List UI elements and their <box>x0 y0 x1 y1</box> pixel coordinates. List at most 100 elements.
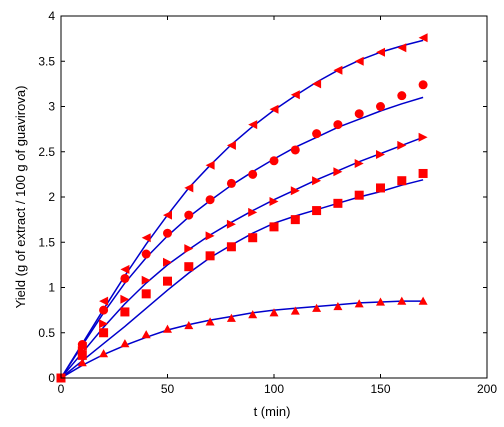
data-point-series-5 <box>184 321 194 330</box>
data-point-series-1 <box>205 160 215 170</box>
data-point-series-2 <box>397 91 407 101</box>
data-point-series-1 <box>99 296 109 306</box>
x-tick-label: 200 <box>477 382 497 396</box>
data-point-series-3 <box>248 207 258 217</box>
data-point-series-5 <box>397 296 407 305</box>
data-point-series-5 <box>77 358 87 367</box>
data-point-series-5 <box>312 303 322 312</box>
data-point-series-2 <box>248 169 258 179</box>
data-point-series-3 <box>376 150 385 159</box>
data-point-series-2 <box>120 273 130 283</box>
y-tick-label: 3.5 <box>38 54 55 68</box>
y-tick-label: 4 <box>48 9 55 23</box>
x-axis-label: t (min) <box>254 404 291 419</box>
y-tick-label: 2.5 <box>38 145 55 159</box>
data-point-series-1 <box>418 33 428 43</box>
data-point-series-4 <box>163 276 172 286</box>
data-point-series-3 <box>397 140 407 150</box>
data-point-series-2 <box>184 210 194 220</box>
data-point-series-2 <box>163 228 172 238</box>
data-point-series-4 <box>269 222 279 232</box>
y-tick-label: 1.5 <box>38 235 55 249</box>
y-axis-label: Yield (g of extract / 100 g of guavirova… <box>13 86 28 309</box>
data-point-series-1 <box>290 90 300 100</box>
fit-curve-2 <box>60 96 424 379</box>
data-point-series-1 <box>269 104 279 114</box>
x-tick-label: 150 <box>370 382 390 396</box>
data-point-series-3 <box>418 132 428 142</box>
x-tick-label: 50 <box>161 382 175 396</box>
data-point-series-1 <box>120 264 130 274</box>
data-point-series-1 <box>312 79 322 89</box>
data-point-series-5 <box>205 317 215 326</box>
data-point-series-4 <box>312 206 322 216</box>
data-point-series-3 <box>290 186 300 196</box>
y-tick-label: 3 <box>48 100 55 114</box>
data-point-series-4 <box>226 242 236 252</box>
data-point-series-2 <box>99 305 109 315</box>
data-point-series-4 <box>184 262 194 272</box>
data-point-series-1 <box>376 47 385 57</box>
data-point-series-2 <box>418 80 428 90</box>
data-point-series-4 <box>354 190 364 200</box>
data-point-series-3 <box>312 176 322 186</box>
data-point-series-5 <box>248 310 258 319</box>
data-point-series-3 <box>333 167 343 177</box>
data-point-series-5 <box>226 313 236 322</box>
axes <box>60 15 488 379</box>
data-point-series-5 <box>333 302 343 311</box>
data-point-series-4 <box>205 251 215 261</box>
data-point-series-3 <box>226 219 236 229</box>
data-point-series-2 <box>333 120 343 130</box>
data-point-series-3 <box>163 257 172 267</box>
data-point-series-1 <box>163 210 172 220</box>
data-point-series-2 <box>376 102 385 111</box>
data-point-series-2 <box>312 129 322 139</box>
x-tick-label: 100 <box>264 382 284 396</box>
data-point-series-5 <box>163 324 172 333</box>
data-point-series-4 <box>141 289 151 299</box>
data-point-series-2 <box>205 195 215 205</box>
y-tick-label: 2 <box>48 190 55 204</box>
data-point-series-4 <box>290 215 300 225</box>
data-point-series-3 <box>269 197 279 206</box>
data-point-series-5 <box>141 330 151 339</box>
data-point-series-1 <box>184 183 194 193</box>
data-point-series-4 <box>77 350 87 360</box>
data-point-series-5 <box>290 306 300 315</box>
data-point-series-4 <box>418 168 428 178</box>
data-point-series-3 <box>120 294 130 304</box>
y-tick-label: 0.5 <box>38 326 55 340</box>
data-point-series-3 <box>354 159 364 168</box>
data-point-series-1 <box>333 65 343 75</box>
data-point-series-2 <box>77 340 87 350</box>
data-point-series-5 <box>269 308 279 317</box>
data-point-series-1 <box>248 120 258 130</box>
data-point-series-2 <box>290 145 300 155</box>
data-point-series-1 <box>354 56 364 66</box>
data-point-series-3 <box>205 231 215 241</box>
data-point-series-4 <box>397 176 407 186</box>
data-point-series-1 <box>141 233 151 243</box>
data-point-series-5 <box>418 296 428 305</box>
data-point-series-4 <box>248 233 258 243</box>
data-point-series-2 <box>269 156 279 166</box>
data-point-series-4 <box>120 307 130 317</box>
data-point-series-2 <box>141 249 151 259</box>
data-point-series-1 <box>397 43 407 53</box>
data-point-series-2 <box>226 178 236 188</box>
data-point-series-5 <box>99 349 109 358</box>
data-point-series-5 <box>376 297 385 306</box>
data-point-series-3 <box>184 244 194 254</box>
x-tick-label: 0 <box>58 382 65 396</box>
y-tick-label: 0 <box>48 371 55 385</box>
y-tick-label: 1 <box>48 281 55 295</box>
data-markers <box>56 33 428 383</box>
data-point-series-2 <box>354 109 364 119</box>
data-point-series-3 <box>99 319 109 329</box>
data-point-series-5 <box>120 339 130 348</box>
data-point-series-4 <box>376 183 385 193</box>
data-point-series-5 <box>354 299 364 308</box>
data-point-series-3 <box>141 275 151 285</box>
